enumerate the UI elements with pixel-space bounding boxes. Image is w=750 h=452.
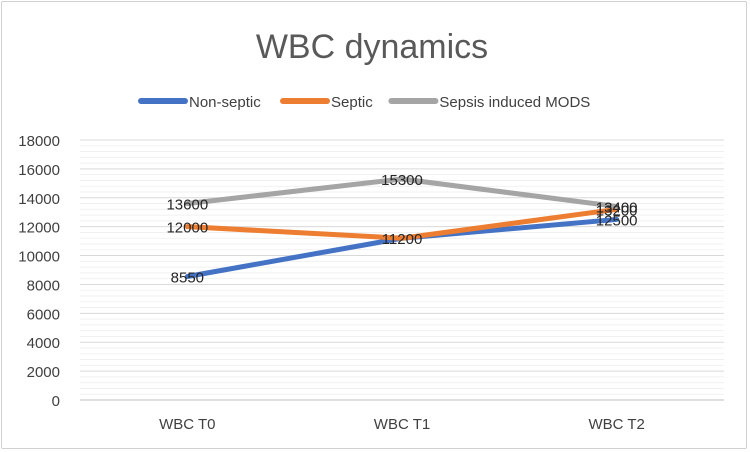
legend-label: Septic [331,94,373,111]
data-label: 12000 [166,220,208,237]
y-tick-label: 18000 [18,133,60,150]
legend: Non-septic Septic Sepsis induced MODS [138,94,590,111]
x-tick-label: WBC T0 [159,416,215,433]
series-line-2 [184,176,620,209]
data-labels: 8550 12500 12000 11200 13200 13600 15300 13400 [166,172,637,287]
legend-label: Non-septic [189,94,261,111]
x-axis: WBC T0 WBC T1 WBC T2 [80,399,724,433]
legend-label: Sepsis induced MODS [439,94,590,111]
data-label: 11200 [382,231,423,248]
data-label: 13600 [166,197,208,214]
y-tick-label: 16000 [18,162,60,179]
chart-title: WBC dynamics [256,28,488,66]
series-line-1 [184,206,620,241]
y-tick-label: 4000 [27,335,60,352]
series-lines [184,176,620,279]
y-axis: 0 2000 4000 6000 8000 10000 12000 14000 16000 180… [18,133,60,410]
y-tick-label: 8000 [27,277,60,294]
y-tick-label: 6000 [27,306,60,323]
y-tick-label: 14000 [18,191,60,208]
data-label: 8550 [171,270,204,287]
data-label: 15300 [381,172,423,189]
x-tick-label: WBC T2 [588,416,644,433]
data-label: 13200 [596,202,638,219]
data-label: 13400 [596,199,638,216]
gridlines [80,139,724,401]
y-tick-label: 10000 [18,249,60,266]
y-tick-label: 12000 [18,220,60,237]
y-tick-label: 2000 [27,364,60,381]
data-label: 12500 [596,212,638,229]
y-tick-label: 0 [52,393,60,410]
x-tick-label: WBC T1 [374,416,430,433]
